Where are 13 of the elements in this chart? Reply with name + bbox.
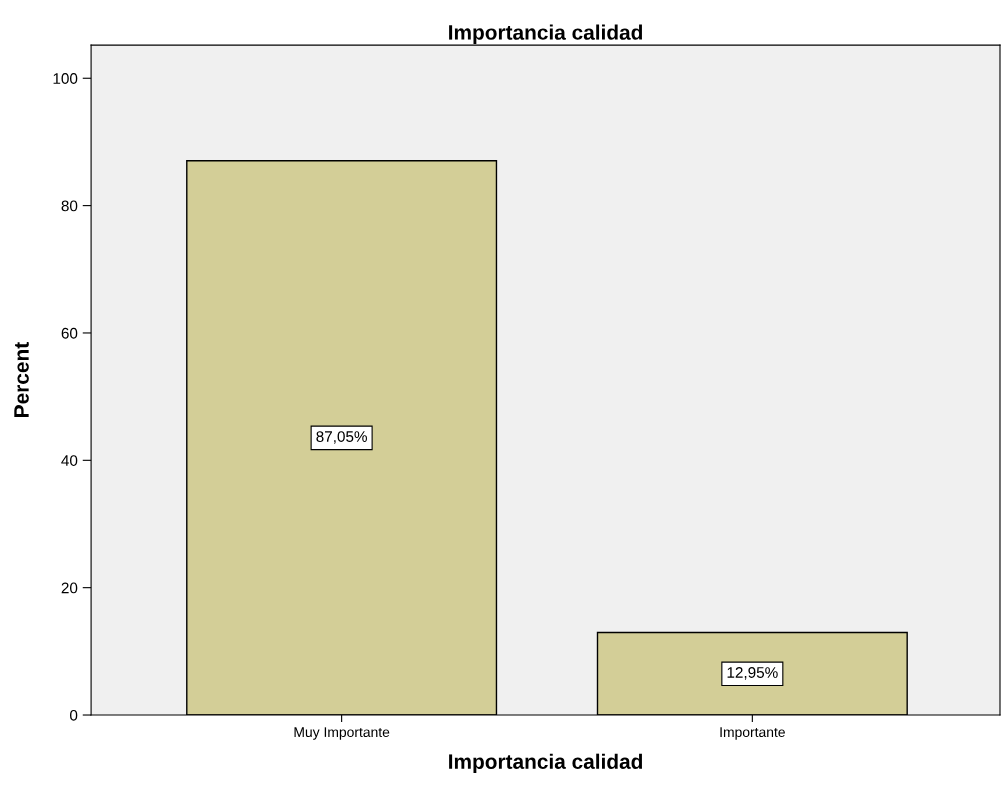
x-tick-label: Muy Importante xyxy=(294,727,390,740)
data-label: 87,05% xyxy=(316,431,367,444)
chart-title: Importancia calidad xyxy=(449,24,643,44)
x-tick-label: Importante xyxy=(720,727,785,740)
x-axis-title: Importancia calidad xyxy=(449,753,643,774)
y-tick-label: 80 xyxy=(61,200,78,212)
y-tick-label: 40 xyxy=(61,455,78,466)
data-label: 12,95% xyxy=(727,667,778,680)
y-tick-label: 0 xyxy=(70,709,78,721)
y-tick-label: 60 xyxy=(61,327,78,339)
y-tick-label: 100 xyxy=(53,73,78,84)
y-axis-title: Percent xyxy=(14,342,29,417)
y-tick-label: 20 xyxy=(61,582,78,594)
